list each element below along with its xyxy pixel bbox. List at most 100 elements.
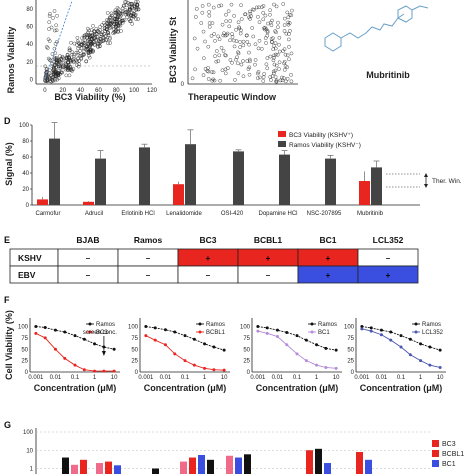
panel-d-ytick-label: 40 [22,171,29,177]
panel-c-point [81,49,86,54]
panel-c-point [45,46,50,50]
panel-c-point [84,43,88,48]
panel-c-right-point [272,62,277,67]
panel-d-bars [37,122,382,205]
panel-c-right-point [201,29,206,34]
panel-c-right-point [256,70,261,74]
panel-c-right-point [282,68,287,72]
table-cell-value: – [146,271,151,280]
panel-c-right-point [277,49,282,54]
panel-c-right-point [234,57,238,62]
panel-c-right-point [232,44,237,49]
panel-c-point [68,59,73,64]
panel-c-right-point [207,10,211,14]
panel-c-point [98,44,102,49]
subplot-ytick-label: 100 [128,325,139,331]
panel-c-right-point [257,20,262,24]
panel-c-right-point [227,24,232,29]
panel-c-point [104,27,109,32]
panel-c-point [124,10,129,14]
bar-ramos [139,147,150,205]
subplot-ytick-label: 50 [131,347,138,353]
dose-curve [145,335,225,371]
dose-point [73,363,77,367]
panel-c-point [99,32,103,36]
panel-c-point [64,56,68,61]
panel-c-right-point [238,31,243,36]
panel-c-point [129,16,134,20]
dose-point [334,366,338,370]
panel-g-bar [62,457,69,474]
panel-c-xtick-label: 80 [113,88,120,94]
panel-c-point [93,30,97,34]
panel-c-point [92,32,97,37]
panel-d-category-label: NSC-207895 [307,211,342,217]
dose-point [34,325,38,329]
subplot-xtick-label: 10 [333,375,340,381]
dose-response-subplot: 0 25 50 75 100 0.001 0.01 0.1 1 10 Concentration (… [240,318,342,393]
dose-point [295,334,299,338]
legend-swatch-ramos [278,141,286,147]
panel-c-right-point [283,16,287,21]
panel-c-point [115,6,120,10]
subplot-xtick-label: 10 [221,375,228,381]
panel-c-right-point [277,67,281,71]
panel-g-bar [365,459,372,474]
panel-c-right-point [244,33,249,38]
panel-c-right-point [269,78,273,82]
table-cell-value: – [266,271,271,280]
panel-c-right-point [274,30,278,35]
panel-c-point [136,7,141,12]
bar-ramos [325,158,336,205]
dose-point [256,329,260,333]
panel-c-right-point [215,49,219,53]
table-cell-value: – [206,271,211,280]
dose-point [275,335,279,339]
subplot-ytick-label: 25 [243,359,250,365]
bar-ramos [279,154,290,205]
table-cell-value: + [266,254,271,263]
panel-c-point [105,22,110,26]
panel-c-point [49,25,54,30]
dose-point [43,336,47,340]
panel-c-point [93,42,97,47]
panel-c-right-point [193,67,197,72]
panel-c-point [123,0,127,4]
molecule-tail [411,5,429,11]
panel-c-right-point [223,67,228,72]
dose-point [389,338,393,342]
panel-c-point [49,79,54,84]
panel-c-right-point [274,79,279,84]
panel-c-right-point [281,2,286,6]
subplot-ytick-label: 100 [18,325,29,331]
dose-point [173,330,177,334]
panel-c-point [53,78,57,83]
panel-c-right-point [268,20,273,25]
panel-d-bar-chart: Signal (%) 0 20 40 60 80 100 Carmofur Adrucil E… [4,122,462,217]
panel-c-right-point [212,32,216,36]
panel-c-point [74,50,79,55]
panel-c-xtick-label: 120 [147,88,158,94]
panel-c-ytick-label: 20 [26,60,33,66]
panel-c-point [134,17,138,21]
subplot-legend-label: Ramos [96,322,115,328]
panel-c-point [53,69,58,73]
panel-c-right-point [285,65,289,70]
panel-c-point [63,67,68,72]
bar-bc3 [83,201,94,205]
dose-point [183,334,187,338]
subplot-xtick-label: 0.1 [397,375,406,381]
subplot-legend-marker [88,330,92,334]
panel-c-point [56,71,60,76]
subplot-ytick-label: 50 [243,347,250,353]
panel-c-right-point [277,60,282,65]
panel-c-point [88,50,93,54]
panel-c-point [116,30,120,34]
panel-c-right-point [236,50,240,55]
dose-point [192,337,196,341]
panel-c-right-point [224,53,228,58]
panel-c-right-point [265,56,270,60]
panel-c-point [106,41,110,46]
panel-c-right-point [256,46,261,51]
